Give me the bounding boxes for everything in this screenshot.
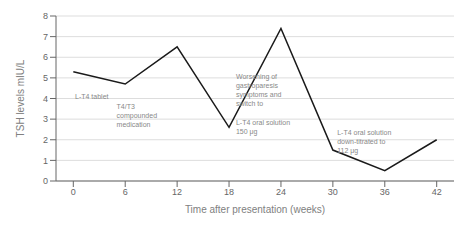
svg-text:36: 36 (380, 187, 390, 197)
svg-text:Worsening ofgastroparesissympt: Worsening ofgastroparesissymptoms andswi… (236, 73, 282, 107)
svg-text:8: 8 (43, 11, 48, 21)
svg-text:7: 7 (43, 32, 48, 42)
svg-text:0: 0 (43, 176, 48, 186)
svg-text:12: 12 (172, 187, 182, 197)
svg-text:3: 3 (43, 114, 48, 124)
svg-text:L-T4 oral solutiondown-titrate: L-T4 oral solutiondown-titrated to112 μg (337, 129, 391, 155)
svg-text:L-T4 oral solution150 μg: L-T4 oral solution150 μg (236, 119, 290, 136)
svg-text:30: 30 (328, 187, 338, 197)
svg-text:TSH levels mIU/L: TSH levels mIU/L (15, 59, 26, 137)
svg-text:L-T4 tablet: L-T4 tablet (75, 93, 109, 100)
svg-text:Time after presentation (weeks: Time after presentation (weeks) (185, 204, 325, 215)
svg-text:6: 6 (123, 187, 128, 197)
svg-text:18: 18 (224, 187, 234, 197)
svg-text:T4/T3compoundedmedication: T4/T3compoundedmedication (117, 103, 158, 128)
svg-text:6: 6 (43, 52, 48, 62)
svg-text:1: 1 (43, 156, 48, 166)
svg-text:42: 42 (432, 187, 442, 197)
svg-text:4: 4 (43, 94, 48, 104)
svg-text:5: 5 (43, 73, 48, 83)
svg-text:0: 0 (71, 187, 76, 197)
svg-text:2: 2 (43, 135, 48, 145)
svg-text:24: 24 (276, 187, 286, 197)
